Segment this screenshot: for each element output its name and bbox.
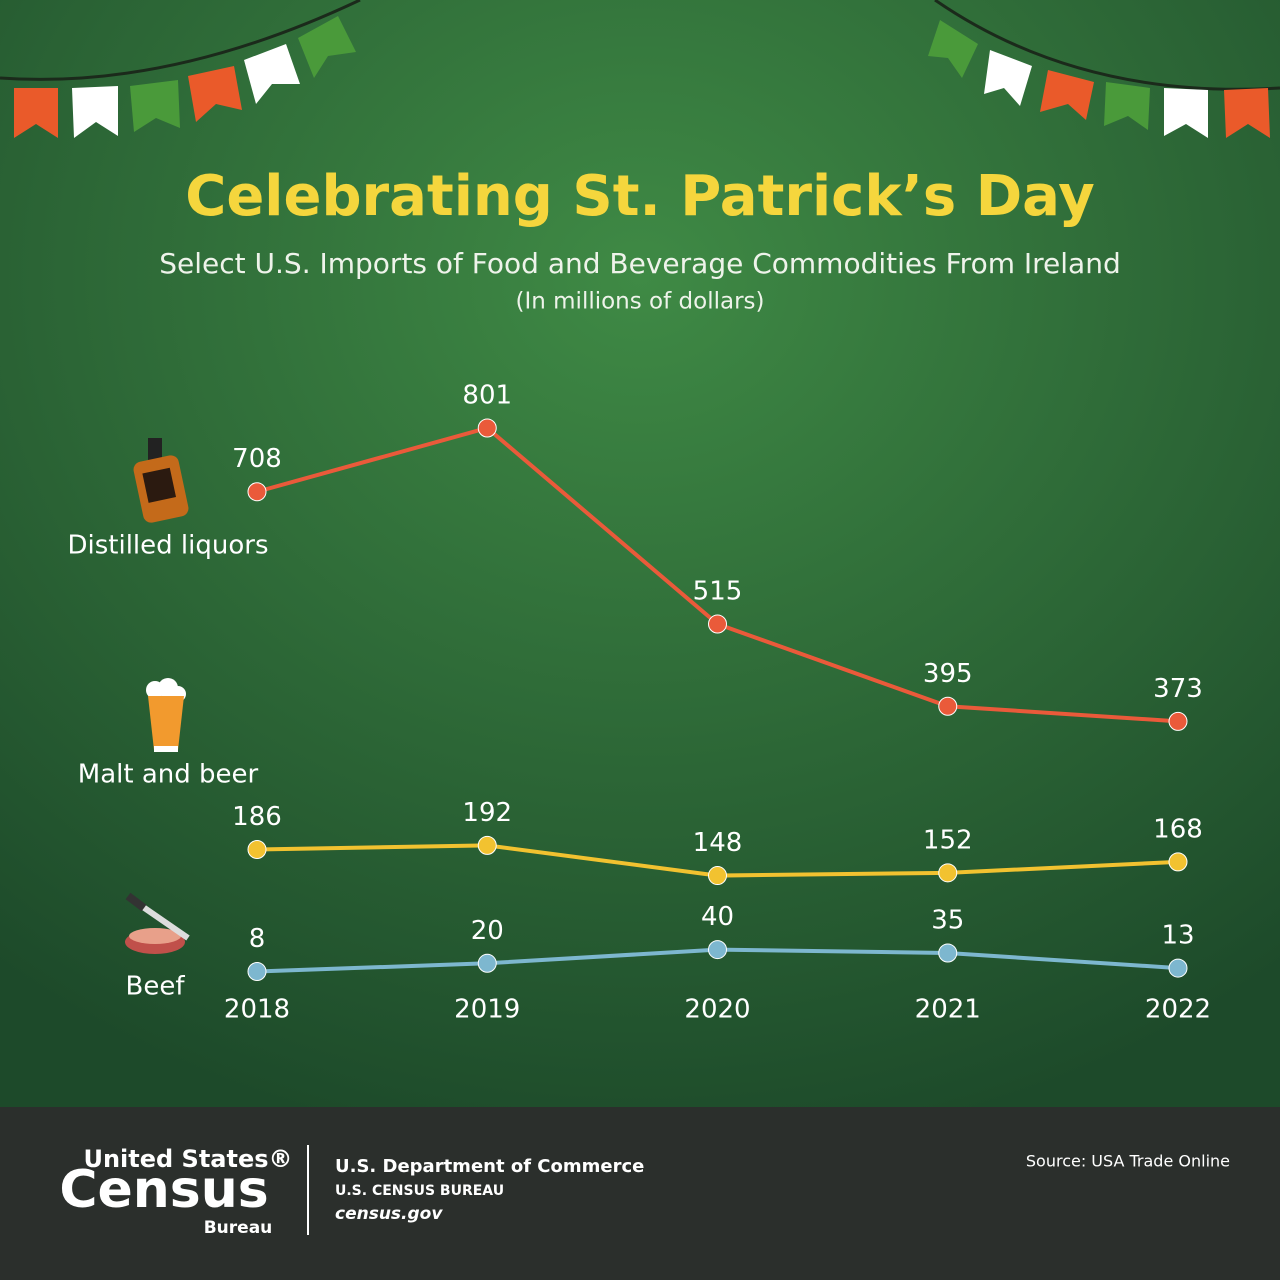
data-point: [247, 962, 267, 982]
data-label: 373: [1153, 674, 1203, 704]
bottle-icon: [133, 438, 189, 523]
data-point: [938, 943, 958, 963]
subtitle: Select U.S. Imports of Food and Beverage…: [159, 247, 1120, 280]
data-point: [938, 696, 958, 716]
beef-icon: [125, 892, 190, 954]
data-label: 395: [923, 659, 973, 689]
data-point: [1168, 958, 1188, 978]
unit-note: (In millions of dollars): [516, 289, 765, 315]
data-point: [477, 953, 497, 973]
data-point: [247, 840, 267, 860]
logo-main: Census: [59, 1160, 268, 1220]
data-point: [708, 866, 727, 886]
legend-label: Malt and beer: [78, 760, 259, 790]
bunting: [0, 0, 1280, 138]
beer-icon: [146, 678, 186, 752]
data-point: [1168, 852, 1188, 872]
data-label: 152: [923, 825, 973, 855]
data-point: [1168, 711, 1188, 731]
legend-label: Beef: [126, 972, 186, 1002]
data-point: [708, 940, 727, 960]
data-label: 186: [232, 802, 282, 832]
data-point: [477, 835, 497, 855]
data-label: 8: [249, 924, 266, 954]
footer-bar: [0, 1107, 1280, 1280]
data-label: 40: [701, 902, 734, 932]
x-tick-label: 2020: [684, 995, 750, 1025]
data-label: 148: [693, 828, 743, 858]
data-label: 168: [1153, 814, 1203, 844]
x-tick-label: 2018: [224, 995, 290, 1025]
source: Source: USA Trade Online: [1026, 1152, 1230, 1171]
data-label: 20: [471, 916, 504, 946]
x-tick-label: 2021: [915, 995, 981, 1025]
bureau: U.S. CENSUS BUREAU: [335, 1183, 504, 1199]
legend-label: Distilled liquors: [68, 531, 269, 561]
data-label: 515: [693, 577, 743, 607]
data-label: 708: [232, 444, 282, 474]
logo-bottom: Bureau: [204, 1218, 273, 1238]
data-point: [477, 418, 497, 438]
x-tick-label: 2022: [1145, 995, 1211, 1025]
data-point: [938, 863, 958, 883]
data-label: 13: [1161, 921, 1194, 951]
data-label: 801: [462, 381, 512, 411]
data-label: 192: [462, 798, 512, 828]
department: U.S. Department of Commerce: [335, 1156, 644, 1177]
title: Celebrating St. Patrick’s Day: [185, 164, 1095, 229]
x-tick-label: 2019: [454, 995, 520, 1025]
data-point: [247, 482, 267, 502]
site: census.gov: [335, 1204, 443, 1224]
data-label: 35: [931, 906, 964, 936]
logo-top: United States®: [83, 1145, 292, 1173]
data-point: [708, 614, 727, 634]
background: [0, 0, 1280, 1107]
